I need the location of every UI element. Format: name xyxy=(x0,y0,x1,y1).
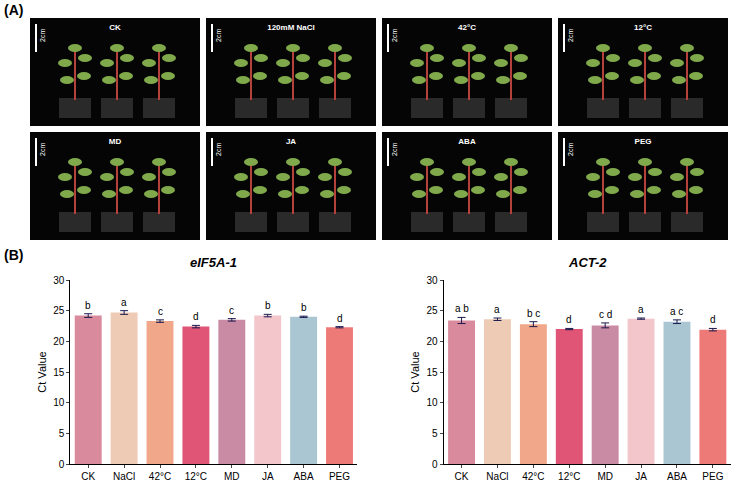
html-text:2cm: 2cm xyxy=(567,28,574,42)
html-text:2cm: 2cm xyxy=(39,28,46,42)
html-text:ABA: ABA xyxy=(458,137,476,146)
svg-text:5: 5 xyxy=(59,428,65,439)
svg-text:30: 30 xyxy=(426,275,438,286)
svg-text:b: b xyxy=(301,302,307,313)
html-text:(A): (A) xyxy=(4,2,24,18)
svg-text:a: a xyxy=(494,304,500,315)
html-text:JA: JA xyxy=(285,137,297,146)
svg-text:CK: CK xyxy=(81,471,95,482)
svg-text:ABA: ABA xyxy=(294,471,314,482)
svg-text:JA: JA xyxy=(262,471,274,482)
svg-text:42°C: 42°C xyxy=(149,471,171,482)
svg-text:20: 20 xyxy=(53,336,65,347)
svg-text:NaCl: NaCl xyxy=(486,471,508,482)
svg-text:0: 0 xyxy=(59,459,65,470)
svg-text:ACT-2: ACT-2 xyxy=(568,255,607,270)
html-text:2cm: 2cm xyxy=(567,142,574,156)
svg-text:PEG: PEG xyxy=(702,471,723,482)
html-text:CK: CK xyxy=(109,23,121,32)
svg-text:eIF5A-1: eIF5A-1 xyxy=(190,255,237,270)
svg-text:10: 10 xyxy=(426,397,438,408)
html-text:2cm: 2cm xyxy=(391,28,398,42)
svg-text:30: 30 xyxy=(53,275,65,286)
svg-text:b c: b c xyxy=(527,308,540,319)
svg-text:42°C: 42°C xyxy=(522,471,544,482)
html-text:2cm: 2cm xyxy=(215,28,222,42)
html-text:2cm: 2cm xyxy=(391,142,398,156)
html-text:2cm: 2cm xyxy=(39,142,46,156)
svg-text:a b: a b xyxy=(455,303,469,314)
svg-text:d: d xyxy=(710,314,716,325)
svg-text:25: 25 xyxy=(426,305,438,316)
svg-text:CK: CK xyxy=(455,471,469,482)
svg-text:12°C: 12°C xyxy=(185,471,207,482)
svg-text:a: a xyxy=(638,304,644,315)
svg-text:15: 15 xyxy=(426,367,438,378)
svg-text:MD: MD xyxy=(224,471,240,482)
svg-text:NaCl: NaCl xyxy=(113,471,135,482)
svg-text:Ct Value: Ct Value xyxy=(36,351,48,392)
svg-text:d: d xyxy=(566,314,572,325)
svg-text:20: 20 xyxy=(426,336,438,347)
svg-text:JA: JA xyxy=(635,471,647,482)
svg-text:MD: MD xyxy=(597,471,613,482)
svg-text:c d: c d xyxy=(599,309,612,320)
svg-text:ABA: ABA xyxy=(667,471,687,482)
svg-text:c: c xyxy=(158,306,163,317)
svg-text:PEG: PEG xyxy=(329,471,350,482)
html-text:120mM NaCl: 120mM NaCl xyxy=(267,23,315,32)
svg-text:d: d xyxy=(337,313,343,324)
html-text:PEG: PEG xyxy=(634,137,652,146)
html-text:12°C: 12°C xyxy=(634,23,652,32)
svg-text:25: 25 xyxy=(53,305,65,316)
html-text:2cm: 2cm xyxy=(215,142,222,156)
svg-text:a: a xyxy=(121,297,127,308)
html-text:(B): (B) xyxy=(4,247,24,263)
svg-text:d: d xyxy=(193,311,199,322)
svg-text:b: b xyxy=(85,300,91,311)
html-text:MD: MD xyxy=(108,137,122,146)
svg-text:Ct Value: Ct Value xyxy=(409,351,421,392)
svg-text:15: 15 xyxy=(53,367,65,378)
svg-text:a c: a c xyxy=(670,306,683,317)
svg-text:c: c xyxy=(229,305,234,316)
svg-text:10: 10 xyxy=(53,397,65,408)
svg-text:0: 0 xyxy=(432,459,438,470)
svg-text:b: b xyxy=(265,300,271,311)
html-text:42°C: 42°C xyxy=(458,23,476,32)
svg-text:12°C: 12°C xyxy=(558,471,580,482)
svg-text:5: 5 xyxy=(432,428,438,439)
